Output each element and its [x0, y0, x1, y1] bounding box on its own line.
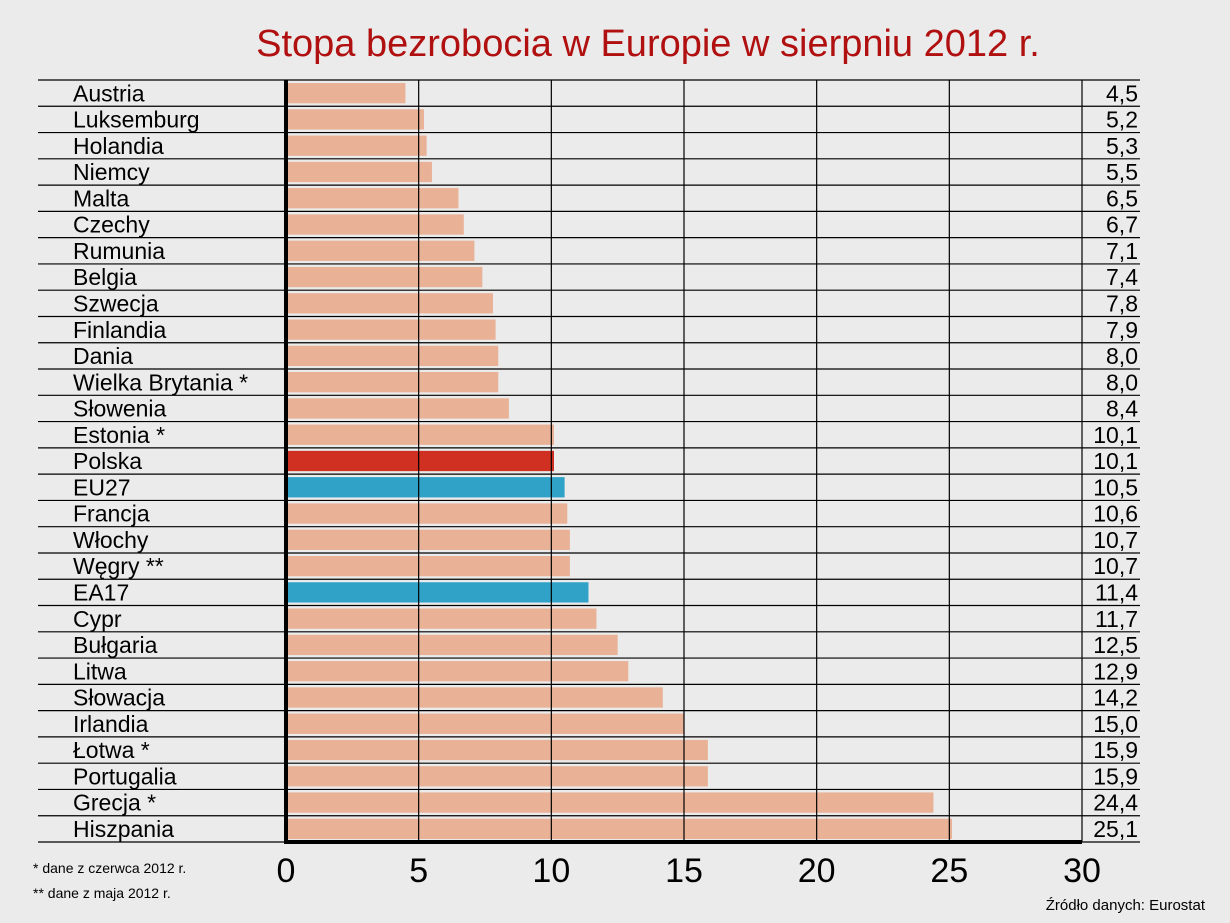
value-label: 14,2 [1093, 685, 1138, 711]
source-note: Źródło danych: Eurostat [1046, 897, 1206, 914]
category-label: Holandia [73, 133, 164, 159]
category-label: Grecja * [73, 790, 156, 816]
category-label: Wielka Brytania * [73, 369, 248, 395]
value-label: 6,7 [1106, 212, 1138, 238]
bar [286, 450, 554, 472]
value-label: 8,0 [1106, 369, 1138, 395]
category-label: Portugalia [73, 763, 177, 789]
category-label: Francja [73, 501, 150, 527]
category-label: Finlandia [73, 317, 167, 343]
bar [286, 555, 570, 577]
category-label: Dania [73, 343, 133, 369]
category-label: Węgry ** [73, 553, 164, 579]
value-label: 11,7 [1095, 606, 1138, 632]
bar [286, 161, 432, 183]
bar [286, 266, 483, 288]
bar [286, 319, 496, 340]
footnote-2: ** dane z maja 2012 r. [33, 885, 171, 901]
value-label: 6,5 [1106, 185, 1138, 211]
category-label: Łotwa * [73, 737, 150, 763]
bar [286, 477, 565, 498]
value-label: 15,9 [1093, 737, 1138, 763]
value-label: 11,4 [1095, 580, 1138, 606]
x-tick-label: 25 [930, 852, 968, 890]
bar [286, 240, 475, 261]
bar [286, 83, 406, 104]
bar [286, 766, 708, 787]
bar [286, 687, 663, 708]
value-label: 5,2 [1106, 107, 1138, 133]
value-label: 8,4 [1106, 396, 1138, 422]
bar [286, 818, 952, 839]
bar [286, 293, 493, 314]
x-tick-label: 15 [665, 852, 703, 890]
bar [286, 529, 570, 550]
category-label: Niemcy [73, 159, 150, 185]
value-label: 12,9 [1093, 658, 1138, 684]
footnote-1: * dane z czerwca 2012 r. [33, 860, 186, 876]
category-label: Włochy [73, 527, 149, 553]
category-label: Hiszpania [73, 816, 174, 842]
category-label: Litwa [73, 658, 127, 684]
value-label: 15,0 [1093, 711, 1138, 737]
value-label: 5,3 [1106, 133, 1138, 159]
value-label: 10,1 [1093, 448, 1138, 474]
value-label: 25,1 [1093, 816, 1138, 842]
chart-title: Stopa bezrobocia w Europie w sierpniu 20… [256, 23, 1040, 65]
value-label: 7,4 [1106, 264, 1138, 290]
bar [286, 582, 589, 603]
bar [286, 188, 459, 209]
bar [286, 109, 424, 130]
category-label: Rumunia [73, 238, 165, 264]
bar [286, 661, 629, 682]
bar [286, 135, 427, 156]
category-label: Szwecja [73, 290, 159, 316]
category-label: Cypr [73, 606, 122, 632]
bar [286, 634, 618, 656]
value-label: 10,5 [1093, 474, 1138, 500]
bar [286, 713, 684, 734]
value-label: 5,5 [1106, 159, 1138, 185]
value-label: 10,7 [1093, 527, 1138, 553]
category-label: Estonia * [73, 422, 165, 448]
bar [286, 398, 509, 419]
x-tick-label: 20 [798, 852, 836, 890]
value-label: 12,5 [1093, 632, 1138, 658]
x-tick-label: 0 [277, 852, 296, 890]
value-label: 10,6 [1093, 501, 1138, 527]
bar [286, 503, 568, 524]
value-label: 24,4 [1093, 790, 1138, 816]
category-label: EU27 [73, 474, 131, 500]
category-label: Belgia [73, 264, 137, 290]
bar [286, 792, 934, 813]
category-label: Słowacja [73, 685, 165, 711]
category-label: Bułgaria [73, 632, 158, 658]
category-label: Polska [73, 448, 142, 474]
bar [286, 345, 499, 367]
bar [286, 372, 499, 393]
category-label: Słowenia [73, 396, 167, 422]
value-label: 8,0 [1106, 343, 1138, 369]
value-label: 4,5 [1106, 80, 1138, 106]
category-label: Luksemburg [73, 107, 200, 133]
x-tick-label: 30 [1063, 852, 1101, 890]
bar [286, 424, 554, 445]
category-label: Irlandia [73, 711, 149, 737]
value-label: 7,1 [1106, 238, 1138, 264]
bar [286, 608, 597, 629]
bar [286, 214, 464, 235]
value-label: 10,7 [1093, 553, 1138, 579]
value-label: 7,8 [1106, 290, 1138, 316]
value-label: 10,1 [1093, 422, 1138, 448]
value-label: 7,9 [1106, 317, 1138, 343]
x-tick-label: 5 [409, 852, 428, 890]
category-label: Austria [73, 80, 145, 106]
category-label: Czechy [73, 212, 150, 238]
category-label: Malta [73, 185, 129, 211]
category-label: EA17 [73, 580, 129, 606]
bar [286, 739, 708, 761]
value-label: 15,9 [1093, 763, 1138, 789]
x-tick-label: 10 [532, 852, 570, 890]
